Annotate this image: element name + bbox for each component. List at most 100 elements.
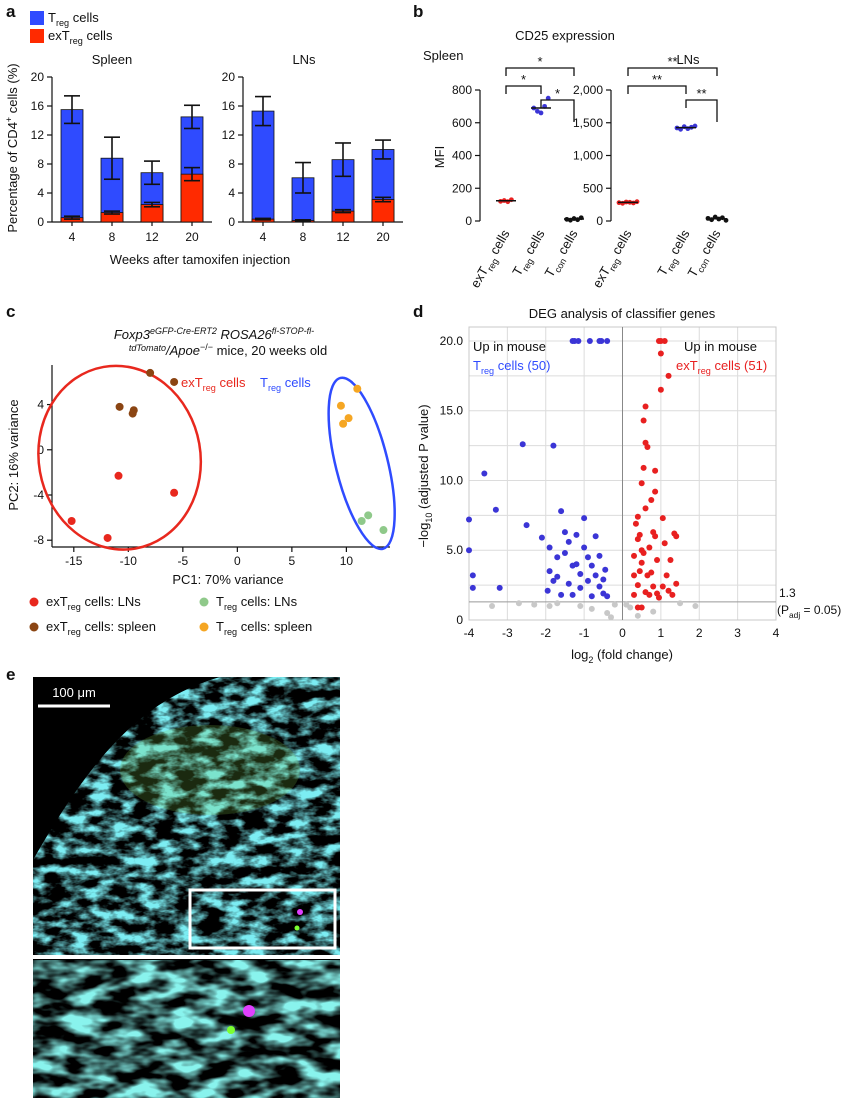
cell-marker-magenta (297, 909, 303, 915)
up-point (636, 531, 643, 538)
bar-chart-spleen: 0 4 8 12 16 20 4 8 12 20 (31, 70, 212, 244)
down-point (592, 572, 599, 579)
y-tick-label: 2,000 (573, 83, 603, 97)
left-annotation-group: Treg cells (50) (473, 358, 550, 376)
x-category-label: exTreg cells (589, 227, 637, 292)
up-point (636, 568, 643, 575)
down-point (577, 570, 584, 577)
y-tick-label: 0 (37, 215, 44, 229)
x-tick-label: 4 (69, 230, 76, 244)
pc2-label: PC2: 16% variance (6, 399, 21, 510)
threshold-note: (Padj = 0.05) (777, 603, 841, 620)
ns-point (515, 600, 522, 607)
up-point (665, 372, 672, 379)
y-tick-label: 5.0 (446, 543, 463, 557)
x-tick-label: 12 (145, 230, 159, 244)
spleen-title: Spleen (92, 52, 132, 67)
down-point (588, 593, 595, 600)
y-tick-label: 10.0 (440, 473, 464, 487)
y-tick-label: 800 (452, 83, 472, 97)
significance-bracket (627, 85, 687, 94)
up-point (642, 505, 649, 512)
up-point (638, 559, 645, 566)
y-tick-label: 20 (31, 70, 45, 84)
up-point (661, 540, 668, 547)
down-point (577, 584, 584, 591)
ns-point (531, 601, 538, 608)
up-point (667, 557, 674, 564)
panel-label-a: a (6, 2, 16, 21)
x-tick-label: 2 (696, 626, 703, 640)
significance-bracket (627, 67, 718, 76)
significance-stars: ** (667, 54, 677, 69)
down-point (600, 576, 607, 583)
down-point (573, 531, 580, 538)
x-tick-label: 3 (734, 626, 741, 640)
x-tick-label: 20 (185, 230, 199, 244)
ns-point (623, 601, 630, 608)
down-point (546, 544, 553, 551)
down-point (596, 552, 603, 559)
pca-point (170, 488, 179, 497)
down-point (598, 337, 605, 344)
x-tick-label: -4 (464, 626, 475, 640)
x-tick-label: -1 (579, 626, 590, 640)
down-point (565, 580, 572, 587)
y-tick-label: 12 (222, 128, 236, 142)
significance-bracket (685, 99, 718, 122)
up-point (640, 417, 647, 424)
up-point (663, 572, 670, 579)
y-tick-label: 1,500 (573, 116, 603, 130)
pca-point (115, 402, 124, 411)
down-point (575, 337, 582, 344)
y-tick-label: 200 (452, 181, 472, 195)
up-point (654, 557, 661, 564)
significance-stars: * (537, 54, 542, 69)
up-point (642, 403, 649, 410)
left-annotation: Up in mouse (473, 339, 546, 354)
x-category-label: Tcon cells (541, 227, 583, 282)
y-tick-label: 4 (37, 186, 44, 200)
panel-label-d: d (413, 302, 423, 321)
data-point (538, 110, 544, 116)
up-point (634, 604, 641, 611)
lns-title: LNs (292, 52, 316, 67)
significance-stars: ** (652, 72, 662, 87)
down-point (596, 583, 603, 590)
down-point (565, 538, 572, 545)
pca-point (336, 401, 345, 410)
y-tick-label: 4 (228, 186, 235, 200)
down-point (554, 573, 561, 580)
legend-label-1: exTreg cells (48, 28, 113, 46)
down-point (592, 533, 599, 540)
pca-point (103, 533, 112, 542)
up-point (632, 520, 639, 527)
x-tick-label: 5 (289, 554, 296, 568)
x-tick-label: -15 (65, 554, 83, 568)
x-tick-label: 20 (376, 230, 390, 244)
up-point (665, 587, 672, 594)
legend-swatch-0 (30, 11, 44, 25)
bar-treg-4 (60, 109, 84, 223)
x-tick-label: -10 (120, 554, 138, 568)
pca-point (353, 384, 362, 393)
y-tick-label: 12 (31, 128, 45, 142)
pc1-label: PC1: 70% variance (172, 572, 283, 587)
significance-stars: ** (696, 86, 706, 101)
down-point (581, 544, 588, 551)
down-point (466, 547, 472, 554)
zoom-box (188, 888, 337, 950)
bar-chart-lns: 0 4 8 12 16 20 4 8 12 20 (222, 70, 403, 244)
cell-marker-green (294, 925, 300, 931)
ns-point (554, 600, 561, 607)
down-point (584, 554, 591, 561)
down-point (523, 522, 530, 529)
down-point (558, 591, 565, 598)
y-tick-label: 16 (31, 99, 45, 113)
volcano-title: DEG analysis of classifier genes (529, 306, 716, 321)
legend-marker-1 (29, 622, 39, 632)
volcano-x-label: log2 (fold change) (571, 647, 673, 665)
x-tick-label: -2 (540, 626, 551, 640)
